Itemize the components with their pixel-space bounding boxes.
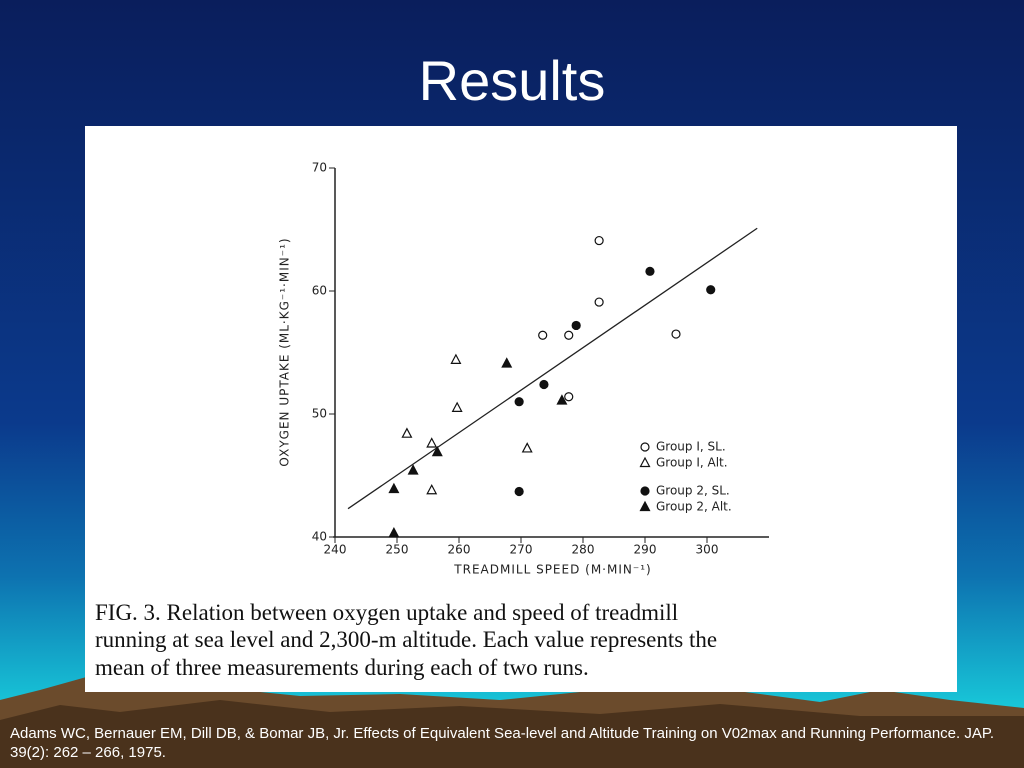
- point: [450, 353, 462, 364]
- fit-line: [347, 227, 758, 510]
- point: [556, 394, 568, 405]
- legend-marker: [640, 486, 650, 496]
- point: [564, 330, 574, 340]
- legend-label: Group 2, SL.: [656, 484, 730, 498]
- point: [407, 464, 419, 475]
- point: [426, 483, 438, 495]
- point: [514, 486, 524, 497]
- point: [594, 297, 604, 307]
- legend-label: Group I, SL.: [656, 440, 726, 454]
- point: [539, 379, 549, 390]
- y-tick-label: 60: [312, 284, 327, 298]
- point: [564, 392, 574, 402]
- point: [671, 329, 681, 339]
- y-tick-label: 40: [312, 530, 327, 544]
- x-axis-label: TREADMILL SPEED (M·MIN⁻¹): [453, 563, 651, 577]
- x-tick-label: 250: [386, 543, 409, 557]
- x-tick-label: 240: [324, 543, 347, 557]
- legend-marker: [639, 500, 651, 512]
- point: [388, 482, 400, 494]
- legend-marker: [639, 456, 651, 468]
- x-tick-label: 300: [696, 543, 719, 557]
- point: [426, 437, 438, 448]
- point: [538, 330, 548, 340]
- point: [431, 445, 443, 457]
- citation: Adams WC, Bernauer EM, Dill DB, & Bomar …: [10, 725, 995, 761]
- x-tick-label: 260: [448, 543, 471, 557]
- point: [571, 320, 581, 331]
- figure-panel: [85, 126, 957, 692]
- caption-line: FIG. 3. Relation between oxygen uptake a…: [95, 600, 678, 625]
- caption-line: mean of three measurements during each o…: [95, 655, 589, 680]
- mountains-shadow: [0, 700, 1024, 768]
- legend-marker: [640, 442, 650, 452]
- slide-title: Results: [419, 49, 606, 112]
- y-axis-label: OXYGEN UPTAKE (ML·KG⁻¹·MIN⁻¹): [278, 237, 292, 466]
- point: [706, 285, 716, 295]
- y-tick-label: 70: [312, 161, 327, 175]
- point: [645, 266, 655, 276]
- caption-line: running at sea level and 2,300-m altitud…: [95, 627, 717, 652]
- x-tick-label: 280: [572, 543, 595, 557]
- x-tick-label: 290: [634, 543, 657, 557]
- point: [388, 527, 400, 538]
- legend-label: Group 2, Alt.: [656, 500, 732, 514]
- point: [401, 427, 413, 438]
- point: [594, 235, 604, 246]
- legend-label: Group I, Alt.: [656, 456, 728, 470]
- point: [521, 442, 533, 453]
- y-tick-label: 50: [312, 407, 327, 421]
- point: [501, 357, 513, 368]
- point: [451, 401, 463, 412]
- x-tick-label: 270: [510, 543, 533, 557]
- point: [514, 397, 524, 407]
